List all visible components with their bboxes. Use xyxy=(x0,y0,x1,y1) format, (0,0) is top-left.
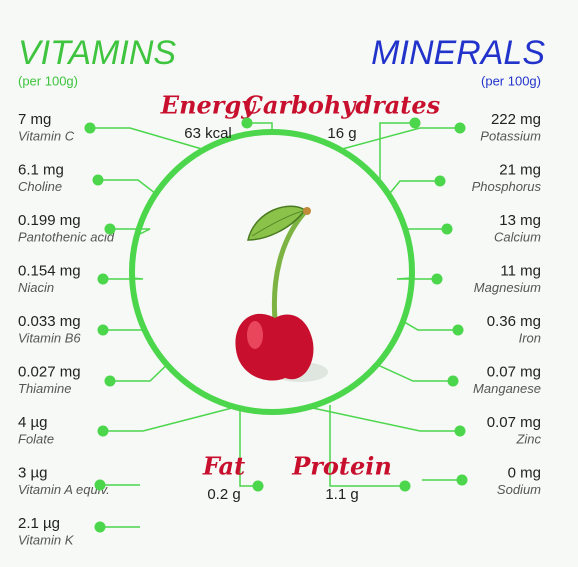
dot xyxy=(241,117,253,129)
vitamin-amount: 0.199 mg xyxy=(18,212,81,229)
vitamin-name: Niacin xyxy=(18,280,54,295)
connector xyxy=(402,320,458,331)
cherry xyxy=(235,205,328,382)
vitamin-amount: 2.1 µg xyxy=(18,515,60,532)
connector xyxy=(110,228,151,237)
connector xyxy=(110,364,168,382)
vitamin-name: Vitamin B6 xyxy=(18,330,81,345)
mineral-name: Phosphorus xyxy=(472,179,542,194)
nutrient-value: 0.2 g xyxy=(207,486,240,503)
dot xyxy=(456,474,468,486)
nutrient-value: 63 kcal xyxy=(184,125,232,142)
vitamin-amount: 6.1 mg xyxy=(18,161,64,178)
connector xyxy=(406,228,447,236)
ring xyxy=(129,129,415,415)
dot xyxy=(104,375,116,387)
vitamin-name: Thiamine xyxy=(18,381,71,396)
dot xyxy=(431,273,443,285)
connector xyxy=(396,277,437,280)
minerals-title: MINERALS xyxy=(371,34,545,72)
mineral-amount: 222 mg xyxy=(491,111,541,128)
vitamin-name: Vitamin K xyxy=(18,532,75,547)
vitamin-name: Folate xyxy=(18,431,54,446)
connector xyxy=(376,363,453,382)
mineral-name: Sodium xyxy=(497,482,541,497)
mineral-name: Iron xyxy=(519,330,541,345)
connector xyxy=(339,127,460,151)
dot xyxy=(441,223,453,235)
nutrient-value: 1.1 g xyxy=(325,486,358,503)
mineral-name: Magnesium xyxy=(474,280,541,295)
dot xyxy=(399,480,411,492)
dot xyxy=(452,324,464,336)
vitamin-name: Choline xyxy=(18,179,62,194)
mineral-amount: 0 mg xyxy=(508,464,541,481)
dot xyxy=(97,425,109,437)
dot xyxy=(84,122,96,134)
mineral-amount: 13 mg xyxy=(499,212,541,229)
vitamin-amount: 7 mg xyxy=(18,111,51,128)
dot xyxy=(94,521,106,533)
connector xyxy=(103,406,236,432)
mineral-amount: 0.36 mg xyxy=(487,313,541,330)
mineral-name: Potassium xyxy=(480,128,541,143)
dot xyxy=(94,479,106,491)
connector xyxy=(388,180,440,196)
connector xyxy=(379,122,415,180)
connector xyxy=(239,410,258,487)
dot xyxy=(409,117,421,129)
mineral-amount: 0.07 mg xyxy=(487,363,541,380)
connector xyxy=(308,406,460,432)
minerals-subtitle: (per 100g) xyxy=(481,73,541,88)
nutrient-label: Protein xyxy=(291,452,392,481)
vitamins-title: VITAMINS xyxy=(18,34,176,72)
dot xyxy=(92,174,104,186)
connectors xyxy=(90,122,462,528)
connector xyxy=(247,122,273,132)
dot xyxy=(434,175,446,187)
mineral-amount: 21 mg xyxy=(499,161,541,178)
dot xyxy=(252,480,264,492)
dot xyxy=(97,324,109,336)
dot xyxy=(104,223,116,235)
vitamin-amount: 0.033 mg xyxy=(18,313,81,330)
connector xyxy=(103,321,144,331)
connector xyxy=(329,405,405,487)
vitamin-name: Pantothenic acid xyxy=(18,229,115,244)
nutrient-label: Carbohydrates xyxy=(244,91,441,120)
connector xyxy=(90,127,205,151)
mineral-amount: 11 mg xyxy=(500,262,541,279)
connector xyxy=(103,277,144,280)
vitamin-name: Vitamin C xyxy=(18,128,75,143)
connector xyxy=(98,179,157,195)
mineral-name: Calcium xyxy=(494,229,541,244)
mineral-name: Zinc xyxy=(515,431,541,446)
vitamin-amount: 0.027 mg xyxy=(18,363,81,380)
nutrient-label: Fat xyxy=(202,452,245,481)
dot xyxy=(454,122,466,134)
dot xyxy=(454,425,466,437)
vitamin-amount: 3 µg xyxy=(18,464,48,481)
vitamin-name: Vitamin A equiv. xyxy=(18,482,110,497)
nutrient-label: Energy xyxy=(160,91,257,120)
mineral-amount: 0.07 mg xyxy=(487,414,541,431)
vitamin-amount: 0.154 mg xyxy=(18,262,81,279)
dot xyxy=(447,375,459,387)
dot xyxy=(97,273,109,285)
mineral-name: Manganese xyxy=(473,381,541,396)
vitamins-subtitle: (per 100g) xyxy=(18,73,78,88)
vitamin-amount: 4 µg xyxy=(18,414,48,431)
nutrient-value: 16 g xyxy=(327,125,356,142)
